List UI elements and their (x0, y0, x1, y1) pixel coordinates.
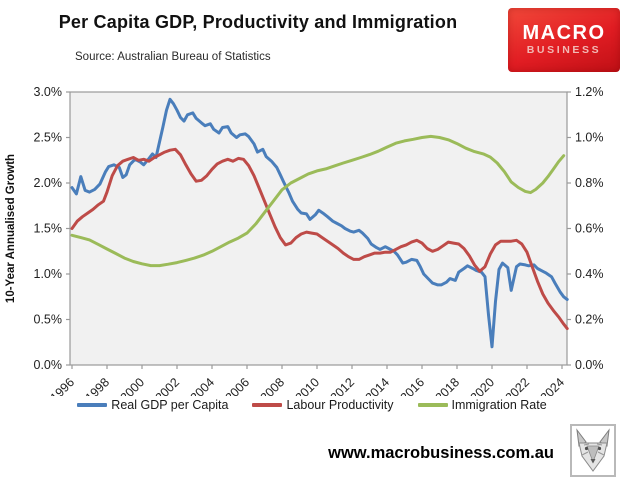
y-axis-title: 10-Year Annualised Growth (5, 154, 17, 303)
x-axis-tick-label: 1998 (83, 375, 113, 396)
left-axis-tick-label: 2.0% (34, 176, 63, 190)
logo-text-macro: MACRO (522, 22, 606, 44)
legend-swatch-red-line (252, 403, 283, 407)
right-axis-tick-label: 0.2% (575, 313, 604, 327)
x-axis-tick-label: 2014 (363, 375, 393, 396)
x-axis-tick-label: 2004 (188, 375, 218, 396)
legend-item-immigration-rate: Immigration Rate (417, 398, 547, 412)
left-axis-tick-label: 1.0% (34, 267, 63, 281)
legend-swatch-green-line (417, 403, 448, 407)
right-axis-tick-label: 1.0% (575, 131, 604, 145)
x-axis-tick-label: 2002 (153, 375, 183, 396)
wolf-logo (570, 424, 616, 477)
x-axis-tick-label: 2018 (433, 375, 463, 396)
plot-area (70, 92, 567, 365)
left-axis-tick-label: 0.0% (34, 358, 63, 372)
x-axis-tick-label: 2020 (468, 375, 498, 396)
series-line-immigration-rate (70, 134, 566, 268)
page-title: Per Capita GDP, Productivity and Immigra… (58, 12, 458, 32)
legend-item-labour-productivity: Labour Productivity (252, 398, 394, 412)
macrobusiness-logo: MACRO BUSINESS (508, 8, 620, 72)
left-axis-tick-label: 1.5% (34, 222, 63, 236)
left-axis-tick-label: 3.0% (34, 85, 63, 99)
x-axis-tick-label: 2016 (398, 375, 428, 396)
legend-label: Labour Productivity (286, 398, 394, 412)
legend-swatch-blue-line (77, 403, 108, 407)
x-axis-tick-label: 2012 (328, 375, 358, 396)
right-axis-tick-label: 1.2% (575, 85, 604, 99)
x-axis-tick-label: 2000 (118, 375, 148, 396)
x-axis-tick-label: 2008 (258, 375, 288, 396)
line-chart: 3.0% 2.5% 2.0% 1.5% 1.0% 0.5% 0.0% 1.2% 1.0% 0.8%… (5, 85, 604, 396)
series-line-real-gdp-per-capita (70, 97, 569, 349)
chart-legend: Real GDP per Capita Labour Productivity … (0, 398, 624, 412)
logo-text-business: BUSINESS (526, 44, 602, 56)
x-axis-tick-label: 2006 (223, 375, 253, 396)
legend-item-real-gdp: Real GDP per Capita (77, 398, 228, 412)
series-line-labour-productivity (70, 147, 569, 331)
legend-label: Immigration Rate (451, 398, 547, 412)
x-axis-tick-label: 1996 (48, 375, 78, 396)
right-axis-tick-label: 0.6% (575, 222, 604, 236)
left-axis-tick-label: 0.5% (34, 313, 63, 327)
right-axis-tick-label: 0.8% (575, 176, 604, 190)
website-url: www.macrobusiness.com.au (328, 444, 554, 462)
x-axis-tick-label: 2010 (293, 375, 323, 396)
wolf-sketch-icon (576, 428, 610, 472)
right-axis-tick-label: 0.0% (575, 358, 604, 372)
right-axis-tick-label: 0.4% (575, 267, 604, 281)
left-axis-tick-label: 2.5% (34, 131, 63, 145)
legend-label: Real GDP per Capita (111, 398, 229, 412)
x-axis-tick-label: 2024 (538, 375, 568, 396)
x-axis-tick-label: 2022 (503, 375, 533, 396)
source-note: Source: Australian Bureau of Statistics (75, 51, 271, 63)
